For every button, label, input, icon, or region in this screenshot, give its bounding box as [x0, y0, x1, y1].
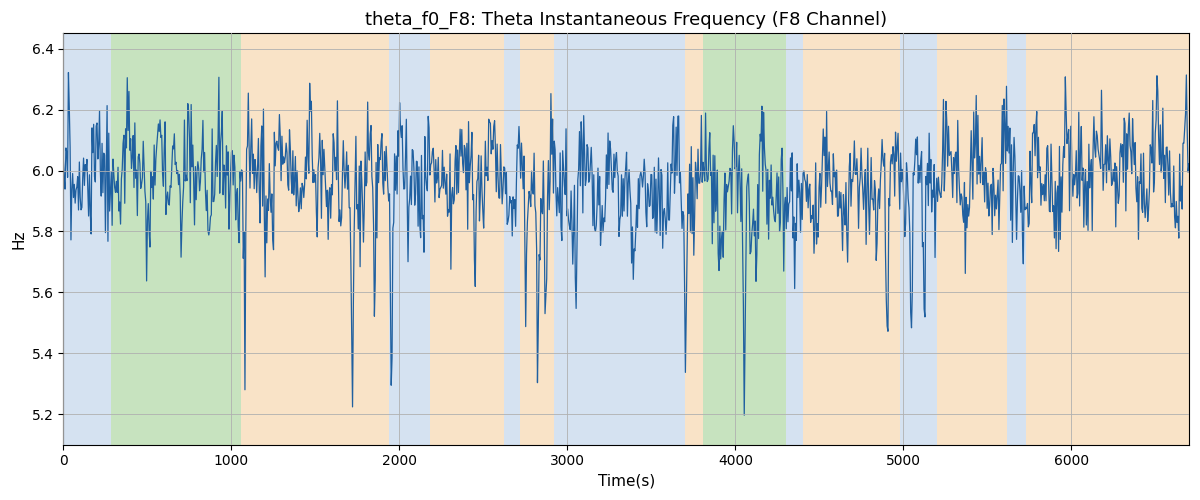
Bar — [1008, 34, 1026, 445]
X-axis label: Time(s): Time(s) — [598, 474, 655, 489]
Bar — [64, 34, 112, 445]
Bar — [937, 34, 1008, 445]
Bar — [803, 34, 900, 445]
Bar — [786, 34, 803, 445]
Bar — [112, 34, 241, 445]
Title: theta_f0_F8: Theta Instantaneous Frequency (F8 Channel): theta_f0_F8: Theta Instantaneous Frequen… — [365, 11, 887, 30]
Y-axis label: Hz: Hz — [11, 230, 26, 249]
Bar — [900, 34, 937, 445]
Bar — [241, 34, 389, 445]
Bar — [703, 34, 786, 445]
Bar — [554, 34, 685, 445]
Bar — [389, 34, 430, 445]
Bar — [685, 34, 703, 445]
Bar — [1026, 34, 1189, 445]
Bar — [504, 34, 521, 445]
Bar — [430, 34, 504, 445]
Bar — [521, 34, 554, 445]
